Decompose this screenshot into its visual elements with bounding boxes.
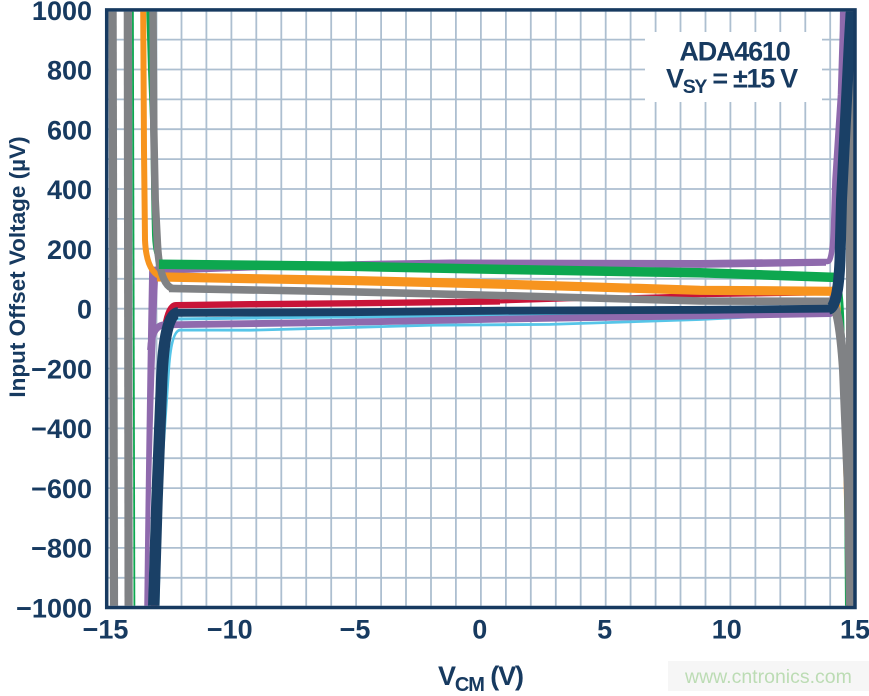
svg-text:0: 0 xyxy=(77,295,92,325)
svg-text:www.cntronics.com: www.cntronics.com xyxy=(684,666,852,688)
svg-text:0: 0 xyxy=(472,615,487,645)
svg-text:5: 5 xyxy=(597,615,612,645)
svg-text:ADA4610: ADA4610 xyxy=(679,37,789,67)
svg-text:400: 400 xyxy=(47,175,92,205)
svg-text:−5: −5 xyxy=(340,615,371,645)
svg-text:−10: −10 xyxy=(207,615,253,645)
svg-text:800: 800 xyxy=(47,56,92,86)
svg-text:Input Offset Voltage (µV): Input Offset Voltage (µV) xyxy=(5,136,30,397)
svg-text:15: 15 xyxy=(840,615,869,645)
svg-text:−800: −800 xyxy=(31,534,92,564)
svg-text:10: 10 xyxy=(712,615,742,645)
svg-text:600: 600 xyxy=(47,115,92,145)
svg-text:−1000: −1000 xyxy=(16,594,92,624)
svg-text:−200: −200 xyxy=(31,355,92,385)
svg-text:−15: −15 xyxy=(83,615,129,645)
svg-text:VCM (V): VCM (V) xyxy=(438,661,523,691)
svg-text:1000: 1000 xyxy=(32,0,92,26)
svg-text:−600: −600 xyxy=(31,474,92,504)
svg-text:200: 200 xyxy=(47,235,92,265)
svg-text:−400: −400 xyxy=(31,414,92,444)
